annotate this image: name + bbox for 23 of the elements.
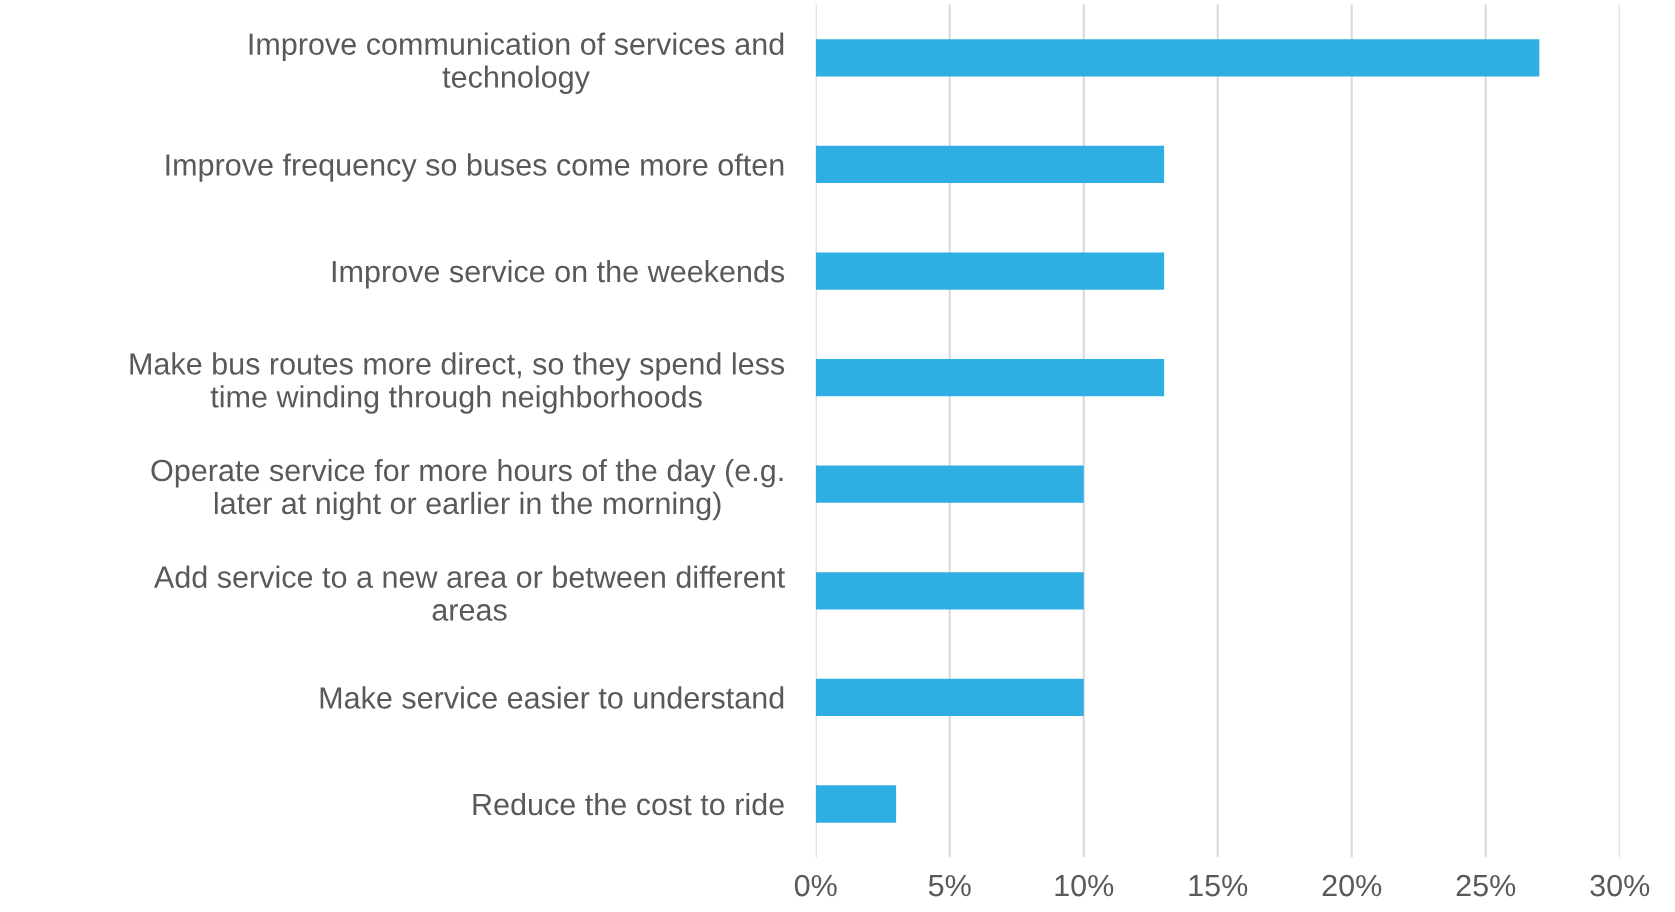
bar	[815, 465, 1084, 503]
y-tick-label: Improve frequency so buses come more often	[166, 153, 784, 182]
bar	[815, 678, 1084, 717]
x-tick-label: 25%	[1456, 874, 1516, 897]
y-tick-label: Make service easier to understand	[320, 686, 784, 709]
x-tick-label: 15%	[1189, 874, 1248, 897]
x-tick-label: 5%	[928, 874, 971, 897]
x-tick-label: 10%	[1055, 874, 1114, 897]
bar	[815, 358, 1165, 397]
y-tick-label: Improve service on the weekends	[332, 259, 785, 289]
bar	[815, 785, 897, 823]
y-tick-label: Operate service for more hours of the day (e.g. later at night or earlier in the morning)	[151, 458, 783, 521]
x-tick-label: 0%	[794, 874, 837, 897]
bar	[815, 572, 1084, 610]
y-tick-label: Improve communication of services and technology	[249, 32, 784, 94]
bar	[815, 39, 1540, 77]
bar	[815, 145, 1165, 184]
bar	[815, 252, 1165, 290]
x-tick-label: 30%	[1590, 874, 1650, 897]
y-tick-label: Reduce the cost to ride	[473, 792, 784, 816]
y-tick-label: Make bus routes more direct, so they spend less time winding through neighborhoods	[130, 352, 785, 414]
x-tick-label: 20%	[1322, 874, 1382, 897]
y-tick-label: Add service to a new area or between different areas	[153, 565, 785, 621]
